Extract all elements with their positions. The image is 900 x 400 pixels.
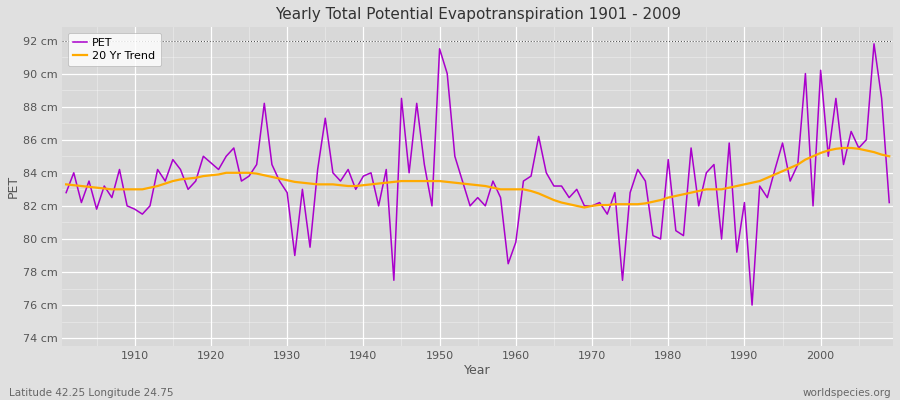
Text: worldspecies.org: worldspecies.org [803, 388, 891, 398]
Y-axis label: PET: PET [7, 175, 20, 198]
20 Yr Trend [510, 187, 521, 192]
PET [884, 200, 895, 205]
PET [290, 253, 301, 258]
20 Yr Trend [884, 154, 895, 159]
PET [335, 179, 346, 184]
20 Yr Trend [503, 187, 514, 192]
20 Yr Trend [579, 205, 590, 210]
PET [510, 240, 521, 245]
PET [60, 190, 71, 195]
20 Yr Trend [60, 182, 71, 187]
Line: PET: PET [66, 44, 889, 305]
X-axis label: Year: Year [464, 364, 491, 377]
20 Yr Trend [335, 183, 346, 188]
Line: 20 Yr Trend: 20 Yr Trend [66, 148, 889, 208]
20 Yr Trend [609, 202, 620, 207]
PET [122, 204, 132, 208]
PET [503, 261, 514, 266]
20 Yr Trend [290, 180, 301, 184]
Title: Yearly Total Potential Evapotranspiration 1901 - 2009: Yearly Total Potential Evapotranspiratio… [274, 7, 680, 22]
PET [602, 212, 613, 216]
Legend: PET, 20 Yr Trend: PET, 20 Yr Trend [68, 33, 161, 66]
20 Yr Trend [122, 187, 132, 192]
PET [868, 42, 879, 46]
Text: Latitude 42.25 Longitude 24.75: Latitude 42.25 Longitude 24.75 [9, 388, 174, 398]
20 Yr Trend [838, 146, 849, 150]
PET [747, 303, 758, 308]
